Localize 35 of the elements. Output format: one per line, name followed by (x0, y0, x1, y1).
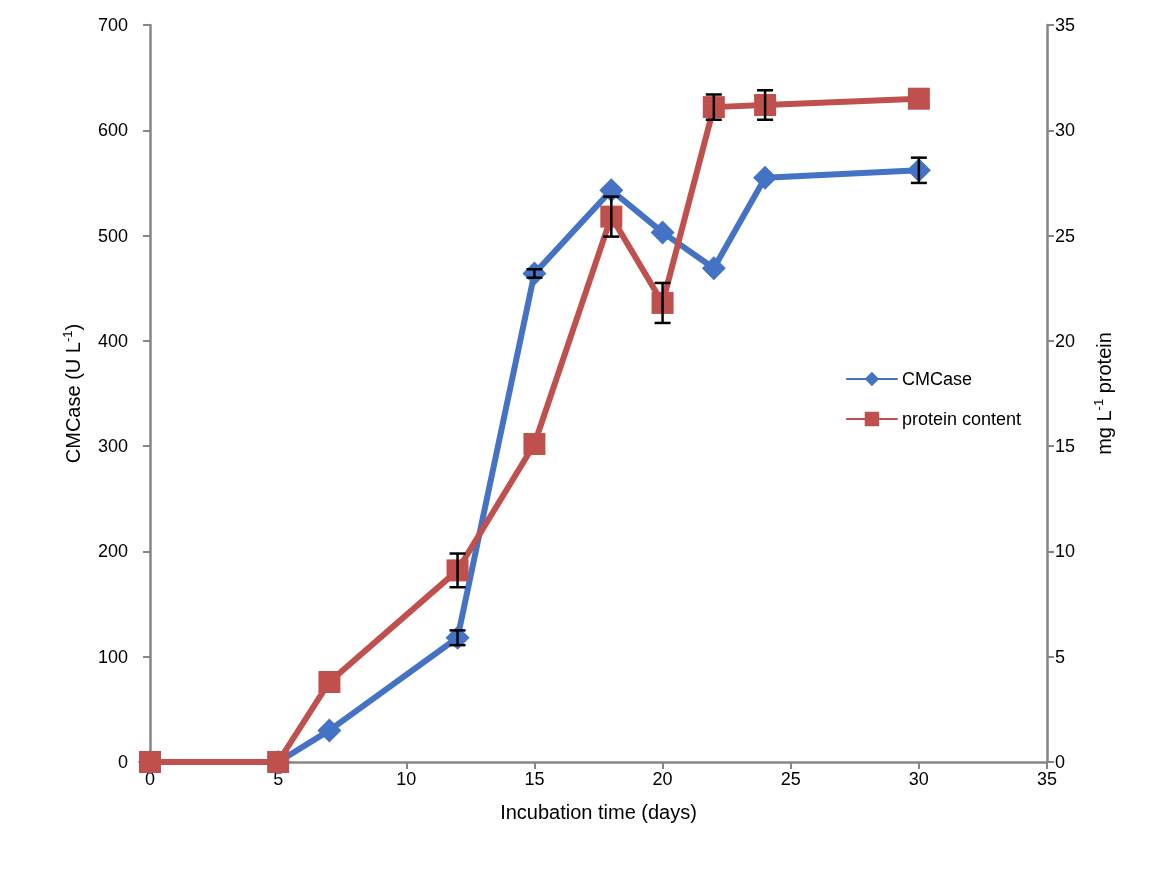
y-tick-label: 600 (97, 120, 128, 141)
y2-tick-label: 25 (1055, 225, 1076, 246)
x-axis-title: Incubation time (days) (500, 801, 697, 823)
y2-tick-label: 5 (1055, 646, 1066, 667)
legend-label: protein content (901, 409, 1022, 429)
x-tick-label: 15 (524, 769, 545, 789)
y2-axis-title: mg L-1 protein (1091, 332, 1115, 455)
y2-tick-label: 20 (1055, 330, 1076, 351)
x-tick-label: 30 (908, 769, 929, 789)
y-axis-title: CMCase (U L-1) (60, 323, 84, 464)
y2-tick-label: 30 (1055, 120, 1076, 141)
point (753, 165, 778, 190)
x-tick-label: 10 (396, 769, 417, 789)
y2-tick-label: 10 (1055, 541, 1076, 562)
point (317, 718, 342, 743)
y-tick-label: 300 (97, 436, 128, 457)
y2-tick-label: 0 (1055, 752, 1066, 772)
point (523, 433, 546, 456)
y-tick-label: 500 (97, 225, 128, 246)
point (754, 94, 777, 117)
y-tick-label: 400 (97, 330, 128, 351)
y-tick-label: 0 (117, 752, 128, 772)
y2-tick-label: 35 (1055, 15, 1076, 35)
legend-label: CMCase (901, 369, 972, 389)
point (650, 220, 675, 245)
y-tick-label: 700 (97, 15, 128, 35)
x-tick-label: 35 (1036, 769, 1058, 789)
x-tick-label: 25 (780, 769, 801, 789)
y-tick-label: 200 (97, 541, 128, 562)
y2-tick-label: 15 (1055, 436, 1076, 457)
y-tick-label: 100 (97, 646, 128, 667)
point (318, 670, 341, 693)
point (701, 256, 726, 281)
point (907, 87, 930, 110)
x-tick-label: 20 (652, 769, 673, 789)
